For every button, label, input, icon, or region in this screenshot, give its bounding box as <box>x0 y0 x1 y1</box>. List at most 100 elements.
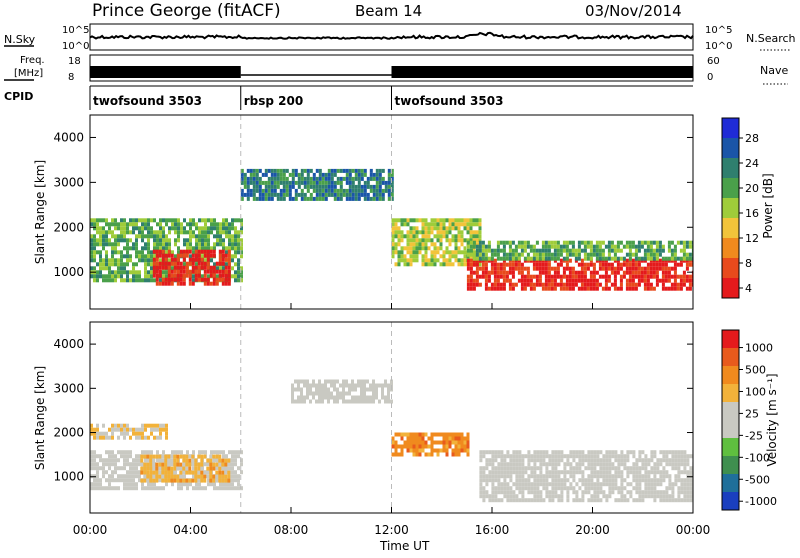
heatmap-cell-0-351 <box>174 254 177 259</box>
heatmap-cell-0-175 <box>132 242 135 247</box>
heatmap-cell-4-905 <box>521 458 525 463</box>
heatmap-cell-4-1395 <box>665 490 669 495</box>
heatmap-cell-4-1882 <box>682 270 686 275</box>
heatmap-cell-2-889 <box>276 176 280 181</box>
heatmap-cell-4-1045 <box>560 454 564 459</box>
heatmap-cell-4-1754 <box>622 262 626 267</box>
heatmap-cell-0-65 <box>114 478 117 483</box>
heatmap-cell-4-1443 <box>469 270 473 275</box>
heatmap-cell-1-718 <box>191 261 195 266</box>
heatmap-cell-1-660 <box>167 261 171 266</box>
heatmap-cell-4-1105 <box>578 486 582 491</box>
heatmap-cell-4-1249 <box>620 478 624 483</box>
heatmap-cell-4-1005 <box>548 490 552 495</box>
heatmap-cell-4-1798 <box>640 278 644 283</box>
heatmap-cell-4-1698 <box>592 270 596 275</box>
heatmap-cell-0-281 <box>159 222 162 227</box>
heatmap-cell-0-55 <box>102 242 105 247</box>
heatmap-cell-0-583 <box>231 274 234 279</box>
heatmap-cell-4-832 <box>500 474 504 479</box>
heatmap-cell-1-724 <box>194 257 198 262</box>
heatmap-cell-4-1871 <box>676 262 680 267</box>
heatmap-cell-4-753 <box>479 450 483 455</box>
heatmap-cell-0-339 <box>171 250 174 255</box>
heatmap-cell-4-1539 <box>514 282 518 287</box>
heatmap-cell-1-775 <box>218 249 222 254</box>
heatmap-cell-4-1684 <box>586 262 590 267</box>
heatmap-cell-4-1329 <box>647 458 651 463</box>
heatmap-cell-0-34 <box>96 270 99 275</box>
heatmap-cell-1-795 <box>224 277 228 282</box>
heatmap-cell-4-1218 <box>611 466 615 471</box>
heatmap-cell-0-108 <box>114 262 117 267</box>
heatmap-cell-5-2065 <box>586 240 590 245</box>
heatmap-cell-5-2147 <box>649 244 653 249</box>
heatmap-cell-5-2109 <box>616 256 620 261</box>
heatmap-cell-4-1811 <box>646 282 650 287</box>
heatmap-cell-0-503 <box>213 234 216 239</box>
heatmap-cell-0-147 <box>123 270 126 275</box>
heatmap-cell-1-456 <box>173 454 177 459</box>
heatmap-cell-4-1268 <box>626 474 630 479</box>
heatmap-cell-4-1291 <box>635 474 639 479</box>
heatmap-cell-2-1142 <box>390 188 394 193</box>
heatmap-cell-4-1023 <box>554 458 558 463</box>
heatmap-cell-4-918 <box>524 470 528 475</box>
heatmap-cell-4-1736 <box>613 266 617 271</box>
heatmap-cell-3-1219 <box>412 254 416 259</box>
heatmap-cell-4-914 <box>521 494 525 499</box>
heatmap-cell-0-216 <box>144 218 147 223</box>
heatmap-cell-4-944 <box>533 454 537 459</box>
heatmap-cell-3-1154 <box>391 254 395 259</box>
heatmap-cell-5-2098 <box>610 240 614 245</box>
heatmap-cell-4-1453 <box>472 286 476 291</box>
heatmap-cell-1-508 <box>200 474 204 479</box>
heatmap-cell-4-1038 <box>557 474 561 479</box>
heatmap-cell-2-916 <box>288 180 292 185</box>
heatmap-cell-4-1011 <box>551 462 555 467</box>
heatmap-cell-0-207 <box>141 226 144 231</box>
heatmap-cell-1-419 <box>152 462 156 467</box>
heatmap-cell-4-1271 <box>626 498 630 503</box>
heatmap-cell-4-910 <box>521 478 525 483</box>
heatmap-cell-0-60 <box>102 274 105 279</box>
heatmap-cell-2-607 <box>144 427 147 432</box>
heatmap-cell-4-1762 <box>625 282 629 287</box>
heatmap-cell-1-393 <box>140 454 144 459</box>
heatmap-cell-5-2155 <box>655 240 659 245</box>
heatmap-cell-5-2156 <box>655 244 659 249</box>
heatmap-cell-5-1536 <box>318 399 321 404</box>
heatmap-cell-1-717 <box>191 257 195 262</box>
heatmap-cell-4-808 <box>494 470 498 475</box>
power-colorbar-swatches <box>722 118 739 298</box>
heatmap-cell-1-663 <box>167 273 171 278</box>
heatmap-cell-3-1217 <box>412 246 416 251</box>
heatmap-cell-1-692 <box>179 273 183 278</box>
heatmap-cell-4-864 <box>509 474 513 479</box>
heatmap-cell-3-687 <box>427 436 431 441</box>
heatmap-cell-4-1885 <box>682 282 686 287</box>
heatmap-cell-0-261 <box>192 450 195 455</box>
heatmap-cell-0-293 <box>201 486 204 491</box>
heatmap-cell-2-836 <box>252 188 256 193</box>
heatmap-cell-3-1313 <box>442 254 446 259</box>
heatmap-cell-0-89 <box>126 458 129 463</box>
heatmap-cell-5-2058 <box>580 240 584 245</box>
heatmap-cell-4-1833 <box>658 258 662 263</box>
heatmap-cell-5-1553 <box>330 383 333 388</box>
heatmap-cell-4-1541 <box>517 262 521 267</box>
heatmap-cell-0-109 <box>114 270 117 275</box>
heatmap-cell-4-1077 <box>569 482 573 487</box>
heatmap-cell-0-302 <box>207 470 210 475</box>
heatmap-cell-3-1177 <box>400 234 404 239</box>
heatmap-cell-5-2143 <box>646 248 650 253</box>
heatmap-cell-3-1245 <box>421 254 425 259</box>
heatmap-cell-3-1162 <box>394 250 398 255</box>
heatmap-cell-4-1192 <box>605 450 609 455</box>
heatmap-cell-4-1831 <box>655 278 659 283</box>
heatmap-cell-4-1345 <box>650 486 654 491</box>
heatmap-cell-0-198 <box>138 234 141 239</box>
power-colorbar-swatch-8 <box>722 118 739 138</box>
heatmap-cell-0-586 <box>234 230 237 235</box>
freq-tick-bottom: 8 <box>68 72 74 83</box>
